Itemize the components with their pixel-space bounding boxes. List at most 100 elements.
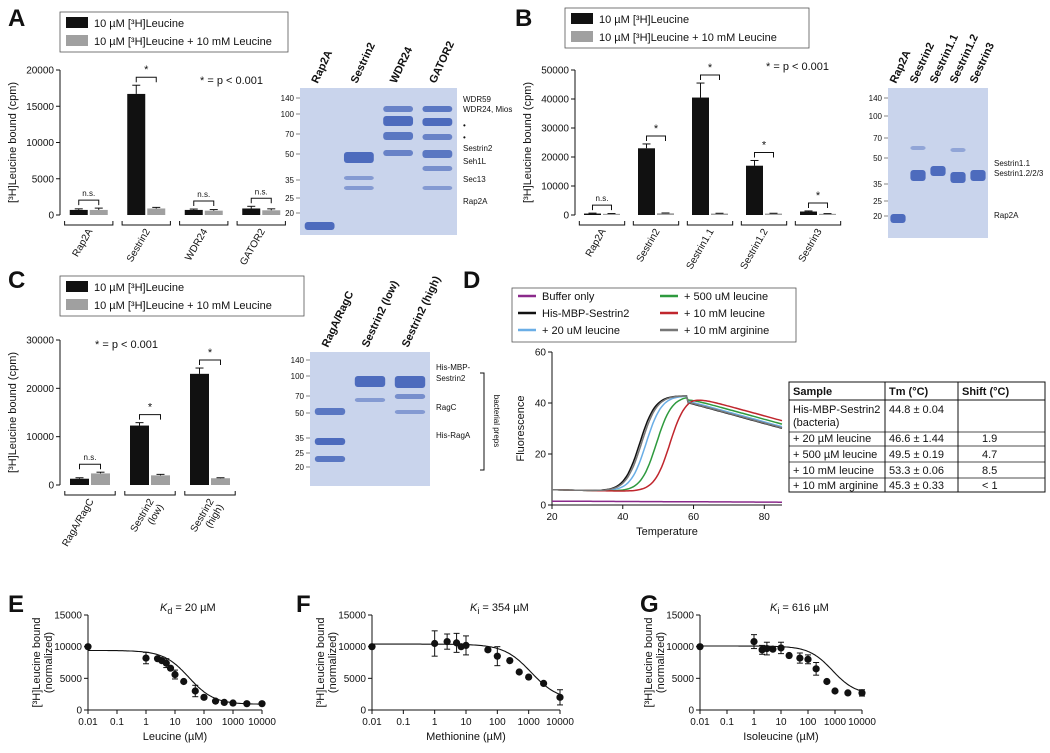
sig-label: *	[654, 123, 659, 135]
category-label-line: Sestrin2	[125, 227, 153, 265]
sig-bracket	[646, 135, 666, 141]
series-line	[552, 395, 783, 492]
category-label-line: Sestrin1.2	[739, 227, 771, 272]
gel-lane-label: Sestrin2	[349, 41, 378, 85]
x-tick-label: 1	[143, 717, 149, 728]
sig-label: *	[148, 402, 153, 414]
legend-b: 10 µM [³H]Leucine 10 µM [³H]Leucine + 10…	[564, 7, 810, 49]
y-tick-label: 15000	[666, 611, 694, 622]
title-k-sub: d	[167, 606, 172, 616]
data-point	[556, 693, 564, 701]
y-axis-label: [³H]Leucine bound(normalized)	[31, 618, 55, 708]
category-label: Sestrin2(high)	[189, 497, 227, 540]
data-point	[540, 679, 548, 688]
sig-label: n.s.	[255, 187, 268, 196]
gel-band	[394, 394, 426, 399]
category-bracket	[740, 221, 788, 226]
category-bracket	[179, 221, 229, 226]
gel-marker-label: 50	[295, 409, 304, 418]
table-cell: + 20 µM leucine	[793, 433, 871, 445]
gel-marker-label: 70	[295, 392, 304, 401]
chart-title: Kd = 20 µM	[160, 602, 216, 616]
bar-b-s1	[638, 148, 655, 215]
gel-marker-label: 20	[295, 463, 304, 472]
gel-band	[422, 118, 453, 126]
gel-lane-label: Sestrin2 (low)	[360, 279, 401, 350]
gel-marker-label: 140	[291, 356, 305, 365]
gel-marker-label: 70	[873, 134, 882, 143]
title-value: = 354 µM	[479, 602, 528, 614]
data-point	[200, 693, 208, 701]
gel-band	[930, 166, 946, 176]
x-tick-label: 1	[751, 717, 757, 728]
table-cell: + 10 mM arginine	[793, 480, 878, 492]
x-tick-label: 10000	[848, 717, 876, 728]
category-bracket	[124, 491, 176, 496]
table-header: Shift (°C)	[962, 386, 1010, 398]
y-tick-label: 5000	[344, 674, 367, 685]
sig-label: *	[208, 347, 213, 359]
series-line	[552, 500, 782, 503]
gel-marker-label: 140	[869, 94, 883, 103]
gel-marker-label: 35	[295, 434, 304, 443]
data-point	[796, 654, 804, 662]
sig-note-a: * = p < 0.001	[200, 75, 263, 87]
x-axis-label: Methionine (µM)	[426, 731, 506, 743]
y-tick-label: 20	[535, 450, 547, 461]
title-k-sub: i	[477, 606, 479, 616]
y-axis-label: [³H]Leucine bound (cpm)	[7, 352, 19, 473]
gel-band-label: Sestrin2	[463, 144, 493, 153]
category-label-line: Rap2A	[584, 227, 609, 259]
gel-lane-label: Rap2A	[309, 49, 335, 86]
y-tick-label: 0	[48, 481, 54, 492]
bar-a-s1	[184, 209, 203, 215]
legend-d-label: Buffer only	[542, 291, 595, 303]
y-tick-label: 0	[360, 706, 366, 717]
gel-band-label: His-MBP-	[436, 363, 471, 372]
y-tick-label: 20000	[541, 153, 569, 164]
bar-b-s1	[800, 211, 817, 215]
sig-bracket	[592, 204, 612, 211]
table-cell: 8.5	[982, 465, 997, 477]
gel-band	[314, 438, 346, 445]
y-tick-label: 0	[540, 501, 546, 512]
y-tick-label: 40	[535, 399, 547, 410]
data-point	[769, 645, 777, 653]
title-k: K	[470, 602, 478, 614]
title-value: = 20 µM	[172, 602, 215, 614]
gel-band	[383, 116, 414, 126]
data-point	[431, 639, 439, 648]
category-bracket	[632, 221, 680, 226]
table-cell: 4.7	[982, 449, 997, 461]
y-tick-label: 15000	[338, 611, 366, 622]
data-point	[229, 699, 237, 707]
gel-c-bracket: bacterial preps	[480, 372, 501, 471]
gel-background	[888, 88, 988, 238]
gel-band	[343, 152, 374, 163]
data-point	[493, 652, 501, 660]
sig-bracket	[135, 76, 157, 83]
bar-chart-a: 0 5000 10000 15000 20000 [³H]Leucine bound (c…	[7, 64, 286, 267]
category-label: RagA/RagC	[60, 497, 96, 549]
legend-b-s1: 10 µM [³H]Leucine	[599, 14, 689, 26]
gel-marker-label: 140	[281, 94, 295, 103]
legend-c-s2: 10 µM [³H]Leucine + 10 mM Leucine	[94, 300, 272, 312]
sig-bracket	[78, 199, 100, 206]
gel-band-label: His-RagA	[436, 431, 471, 440]
gel-marker-label: 50	[285, 150, 294, 159]
gel-band	[383, 132, 414, 140]
category-label-line: Sestrin2	[635, 227, 663, 265]
sig-label: n.s.	[82, 189, 95, 198]
gel-background	[310, 352, 430, 486]
y-tick-label: 10000	[54, 642, 82, 653]
title-k: K	[770, 602, 778, 614]
y-tick-label: 40000	[541, 95, 569, 106]
x-tick-label: 40	[617, 512, 629, 523]
data-point	[831, 687, 839, 695]
category-bracket	[184, 491, 236, 496]
y-tick-label: 0	[563, 211, 569, 222]
gel-band	[422, 166, 453, 171]
gel-band-label: Sec13	[463, 175, 486, 184]
y-axis-label: [³H]Leucine bound(normalized)	[643, 618, 667, 708]
